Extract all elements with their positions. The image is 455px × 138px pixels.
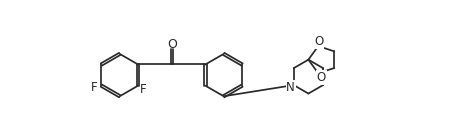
Text: O: O (167, 38, 176, 51)
Text: O: O (316, 71, 325, 84)
Text: O: O (313, 35, 323, 48)
Text: F: F (139, 83, 146, 96)
Text: F: F (91, 81, 97, 94)
Text: N: N (286, 81, 294, 94)
